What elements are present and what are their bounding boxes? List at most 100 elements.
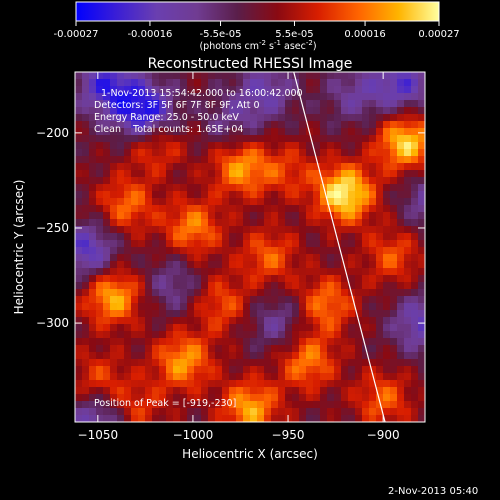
- heatmap-cell: [264, 93, 272, 101]
- heatmap-cell: [173, 373, 181, 381]
- heatmap-cell: [390, 415, 398, 422]
- heatmap-cell: [278, 317, 286, 325]
- heatmap-cell: [89, 359, 97, 367]
- heatmap-cell: [89, 86, 97, 94]
- heatmap-cell: [208, 275, 216, 283]
- heatmap-cell: [383, 170, 391, 178]
- heatmap-cell: [180, 72, 188, 80]
- heatmap-cell: [418, 121, 425, 129]
- heatmap-cell: [96, 121, 104, 129]
- heatmap-cell: [124, 275, 132, 283]
- heatmap-cell: [131, 282, 139, 290]
- heatmap-cell: [285, 156, 293, 164]
- heatmap-cell: [117, 366, 125, 374]
- heatmap-cell: [208, 317, 216, 325]
- heatmap-cell: [236, 352, 244, 360]
- heatmap-cell: [89, 100, 97, 108]
- heatmap-cell: [145, 352, 153, 360]
- heatmap-cell: [334, 352, 342, 360]
- heatmap-cell: [355, 261, 363, 269]
- heatmap-cell: [166, 72, 174, 80]
- heatmap-cell: [117, 100, 125, 108]
- heatmap-cell: [96, 114, 104, 122]
- heatmap-cell: [173, 331, 181, 339]
- heatmap-cell: [75, 156, 83, 164]
- x-tick-label: −1000: [173, 428, 214, 442]
- heatmap-cell: [173, 268, 181, 276]
- heatmap-cell: [250, 100, 258, 108]
- heatmap-cell: [306, 142, 314, 150]
- heatmap-cell: [264, 107, 272, 115]
- heatmap-cell: [75, 100, 83, 108]
- heatmap-cell: [117, 324, 125, 332]
- heatmap-cell: [278, 149, 286, 157]
- heatmap-cell: [89, 170, 97, 178]
- heatmap-cell: [264, 205, 272, 213]
- heatmap-cell: [390, 191, 398, 199]
- heatmap-cell: [341, 177, 349, 185]
- heatmap-cell: [152, 310, 160, 318]
- heatmap-cell: [418, 233, 425, 241]
- heatmap-cell: [397, 394, 405, 402]
- heatmap-cell: [250, 387, 258, 395]
- heatmap-cell: [257, 324, 265, 332]
- heatmap-cell: [180, 282, 188, 290]
- heatmap-cell: [355, 289, 363, 297]
- heatmap-cell: [306, 107, 314, 115]
- heatmap-cell: [376, 226, 384, 234]
- heatmap-cell: [138, 93, 146, 101]
- heatmap-cell: [222, 359, 230, 367]
- heatmap-cell: [82, 366, 90, 374]
- heatmap-cell: [313, 352, 321, 360]
- heatmap-cell: [124, 72, 132, 80]
- heatmap-cell: [299, 142, 307, 150]
- heatmap-cell: [110, 79, 118, 87]
- heatmap-cell: [397, 415, 405, 422]
- heatmap-cell: [306, 184, 314, 192]
- heatmap-cell: [404, 212, 412, 220]
- heatmap-cell: [117, 226, 125, 234]
- heatmap-cell: [411, 135, 419, 143]
- heatmap-cell: [159, 212, 167, 220]
- heatmap-cell: [82, 359, 90, 367]
- heatmap-cell: [320, 121, 328, 129]
- heatmap-cell: [271, 184, 279, 192]
- heatmap-cell: [152, 317, 160, 325]
- heatmap-cell: [390, 226, 398, 234]
- heatmap-cell: [229, 184, 237, 192]
- heatmap-cell: [376, 79, 384, 87]
- heatmap-cell: [208, 303, 216, 311]
- heatmap-cell: [334, 212, 342, 220]
- heatmap-cell: [89, 268, 97, 276]
- heatmap-cell: [201, 345, 209, 353]
- heatmap-cell: [313, 394, 321, 402]
- heatmap-cell: [82, 72, 90, 80]
- heatmap-cell: [208, 282, 216, 290]
- heatmap-cell: [327, 366, 335, 374]
- heatmap-cell: [271, 275, 279, 283]
- heatmap-cell: [341, 191, 349, 199]
- heatmap-cell: [131, 128, 139, 136]
- heatmap-cell: [187, 394, 195, 402]
- heatmap-cell: [292, 373, 300, 381]
- heatmap-cell: [285, 296, 293, 304]
- heatmap-cell: [187, 254, 195, 262]
- heatmap-cell: [103, 226, 111, 234]
- heatmap-cell: [173, 254, 181, 262]
- heatmap-cell: [299, 79, 307, 87]
- heatmap-cell: [145, 240, 153, 248]
- heatmap-cell: [152, 177, 160, 185]
- heatmap-cell: [362, 275, 370, 283]
- heatmap-cell: [96, 212, 104, 220]
- heatmap-cell: [145, 149, 153, 157]
- heatmap-cell: [355, 121, 363, 129]
- heatmap-cell: [320, 324, 328, 332]
- heatmap-cell: [215, 317, 223, 325]
- heatmap-cell: [215, 373, 223, 381]
- heatmap-cell: [152, 198, 160, 206]
- heatmap-cell: [166, 135, 174, 143]
- heatmap-cell: [208, 86, 216, 94]
- heatmap-cell: [411, 198, 419, 206]
- heatmap-cell: [327, 408, 335, 416]
- heatmap-cell: [327, 114, 335, 122]
